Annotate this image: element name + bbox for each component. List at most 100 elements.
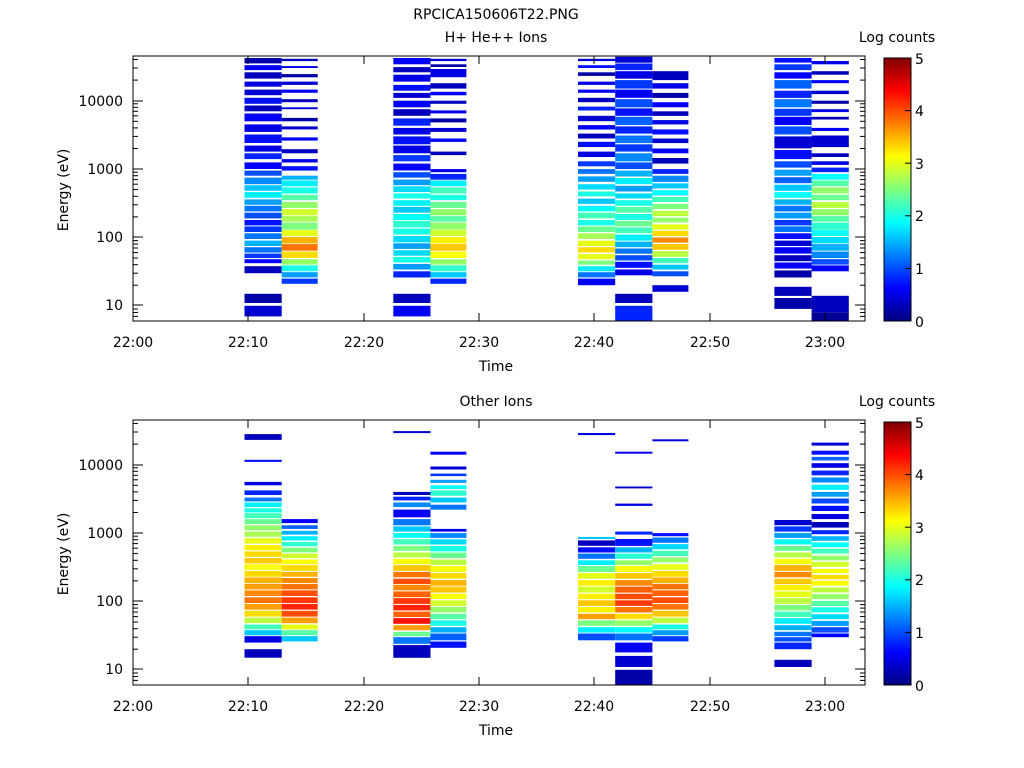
heatmap-cell	[281, 542, 318, 547]
heatmap-cell	[281, 519, 318, 524]
heatmap-cell	[774, 552, 812, 558]
heatmap-cell	[615, 63, 653, 71]
heatmap-cell	[578, 573, 616, 579]
heatmap-cell	[578, 72, 616, 76]
heatmap-cell	[244, 185, 282, 191]
heatmap-cell	[281, 126, 318, 130]
heatmap-cell	[774, 192, 812, 198]
heatmap-cell	[774, 233, 812, 239]
heatmap-cell	[811, 620, 849, 626]
heatmap-cell	[652, 83, 689, 89]
heatmap-cell	[393, 155, 431, 162]
heatmap-cell	[652, 71, 689, 81]
colorbar-label: Log counts	[859, 394, 935, 410]
heatmap-cell	[578, 613, 616, 620]
heatmap-cell	[244, 305, 282, 317]
heatmap-cell	[244, 538, 282, 544]
heatmap-cell	[281, 222, 318, 230]
heatmap-cell	[244, 617, 282, 624]
heatmap-cell	[615, 71, 653, 79]
heatmap-cell	[281, 259, 318, 265]
heatmap-cell	[652, 203, 689, 209]
heatmap-cell	[615, 305, 653, 321]
heatmap-cell	[244, 124, 282, 132]
heatmap-cell	[811, 491, 849, 497]
heatmap-cell	[393, 163, 431, 171]
heatmap-cell	[393, 545, 431, 551]
heatmap-cell	[244, 610, 282, 617]
x-ticks: 22:00 22:10 22:20 22:30 22:40 22:50 23:0…	[113, 56, 845, 351]
heatmap-cell	[281, 624, 318, 630]
heatmap-cell	[578, 65, 616, 68]
x-tick-label: 22:00	[113, 699, 153, 715]
heatmap-cell	[652, 533, 689, 537]
heatmap-cell	[811, 463, 849, 468]
heatmap-cell	[244, 649, 282, 658]
heatmap-cell	[244, 590, 282, 596]
heatmap-cell	[578, 184, 616, 190]
heatmap-cell	[244, 134, 282, 143]
heatmap-cell	[811, 633, 849, 638]
colorbar-tick-label: 1	[915, 262, 924, 278]
x-axis-label: Time	[478, 723, 513, 739]
heatmap-cell	[774, 631, 812, 637]
x-tick-label: 22:30	[459, 699, 499, 715]
heatmap-cell	[393, 305, 431, 317]
x-tick-label: 22:10	[228, 699, 268, 715]
heatmap-cell	[615, 486, 653, 489]
heatmap-cell	[774, 80, 812, 89]
colorbar-tick-label: 4	[915, 468, 924, 484]
heatmap-cell	[774, 625, 812, 631]
heatmap-cell	[244, 162, 282, 169]
heatmap-cell	[774, 72, 812, 79]
heatmap-cell	[281, 99, 318, 103]
heatmap-cell	[774, 240, 812, 246]
heatmap-cell	[281, 216, 318, 222]
heatmap-cell	[615, 108, 653, 116]
heatmap-cell	[244, 240, 282, 246]
heatmap-cell	[393, 584, 431, 591]
heatmap-cell	[774, 565, 812, 571]
heatmap-cell	[393, 571, 431, 578]
heatmap-cell	[615, 56, 653, 63]
heatmap-cell	[774, 642, 812, 650]
heatmap-cell	[281, 81, 318, 85]
heatmap-cell	[244, 502, 282, 508]
heatmap-area	[244, 56, 849, 321]
heatmap-cell	[244, 81, 282, 87]
panel-other-ions: Other Ions Energy (eV) Time 22:00 22:10 …	[56, 394, 935, 739]
heatmap-cell	[615, 586, 653, 593]
heatmap-cell	[615, 162, 653, 169]
heatmap-cell	[652, 210, 689, 217]
y-tick-label: 10000	[78, 458, 123, 474]
heatmap-cell	[281, 636, 318, 642]
heatmap-cell	[430, 552, 467, 559]
heatmap-cell	[615, 200, 653, 206]
heatmap-cell	[281, 209, 318, 216]
heatmap-cell	[244, 247, 282, 253]
heatmap-cell	[615, 627, 653, 633]
heatmap-cell	[393, 533, 431, 538]
heatmap-cell	[244, 145, 282, 152]
heatmap-cell	[430, 209, 467, 216]
heatmap-cell	[615, 642, 653, 653]
heatmap-cell	[430, 545, 467, 552]
x-tick-label: 22:30	[459, 335, 499, 351]
heatmap-cell	[811, 607, 849, 613]
heatmap-cell	[393, 519, 431, 526]
heatmap-cell	[430, 466, 467, 470]
heatmap-cell	[811, 312, 849, 321]
heatmap-cell	[244, 113, 282, 122]
heatmap-cell	[430, 180, 467, 187]
heatmap-cell	[652, 577, 689, 584]
heatmap-cell	[393, 637, 431, 644]
heatmap-cell	[393, 526, 431, 532]
heatmap-cell	[281, 202, 318, 208]
heatmap-cell	[811, 100, 849, 104]
heatmap-cell	[281, 180, 318, 187]
heatmap-cell	[430, 539, 467, 545]
heatmap-cell	[281, 530, 318, 535]
heatmap-cell	[578, 220, 616, 226]
heatmap-cell	[615, 293, 653, 303]
heatmap-cell	[811, 574, 849, 580]
